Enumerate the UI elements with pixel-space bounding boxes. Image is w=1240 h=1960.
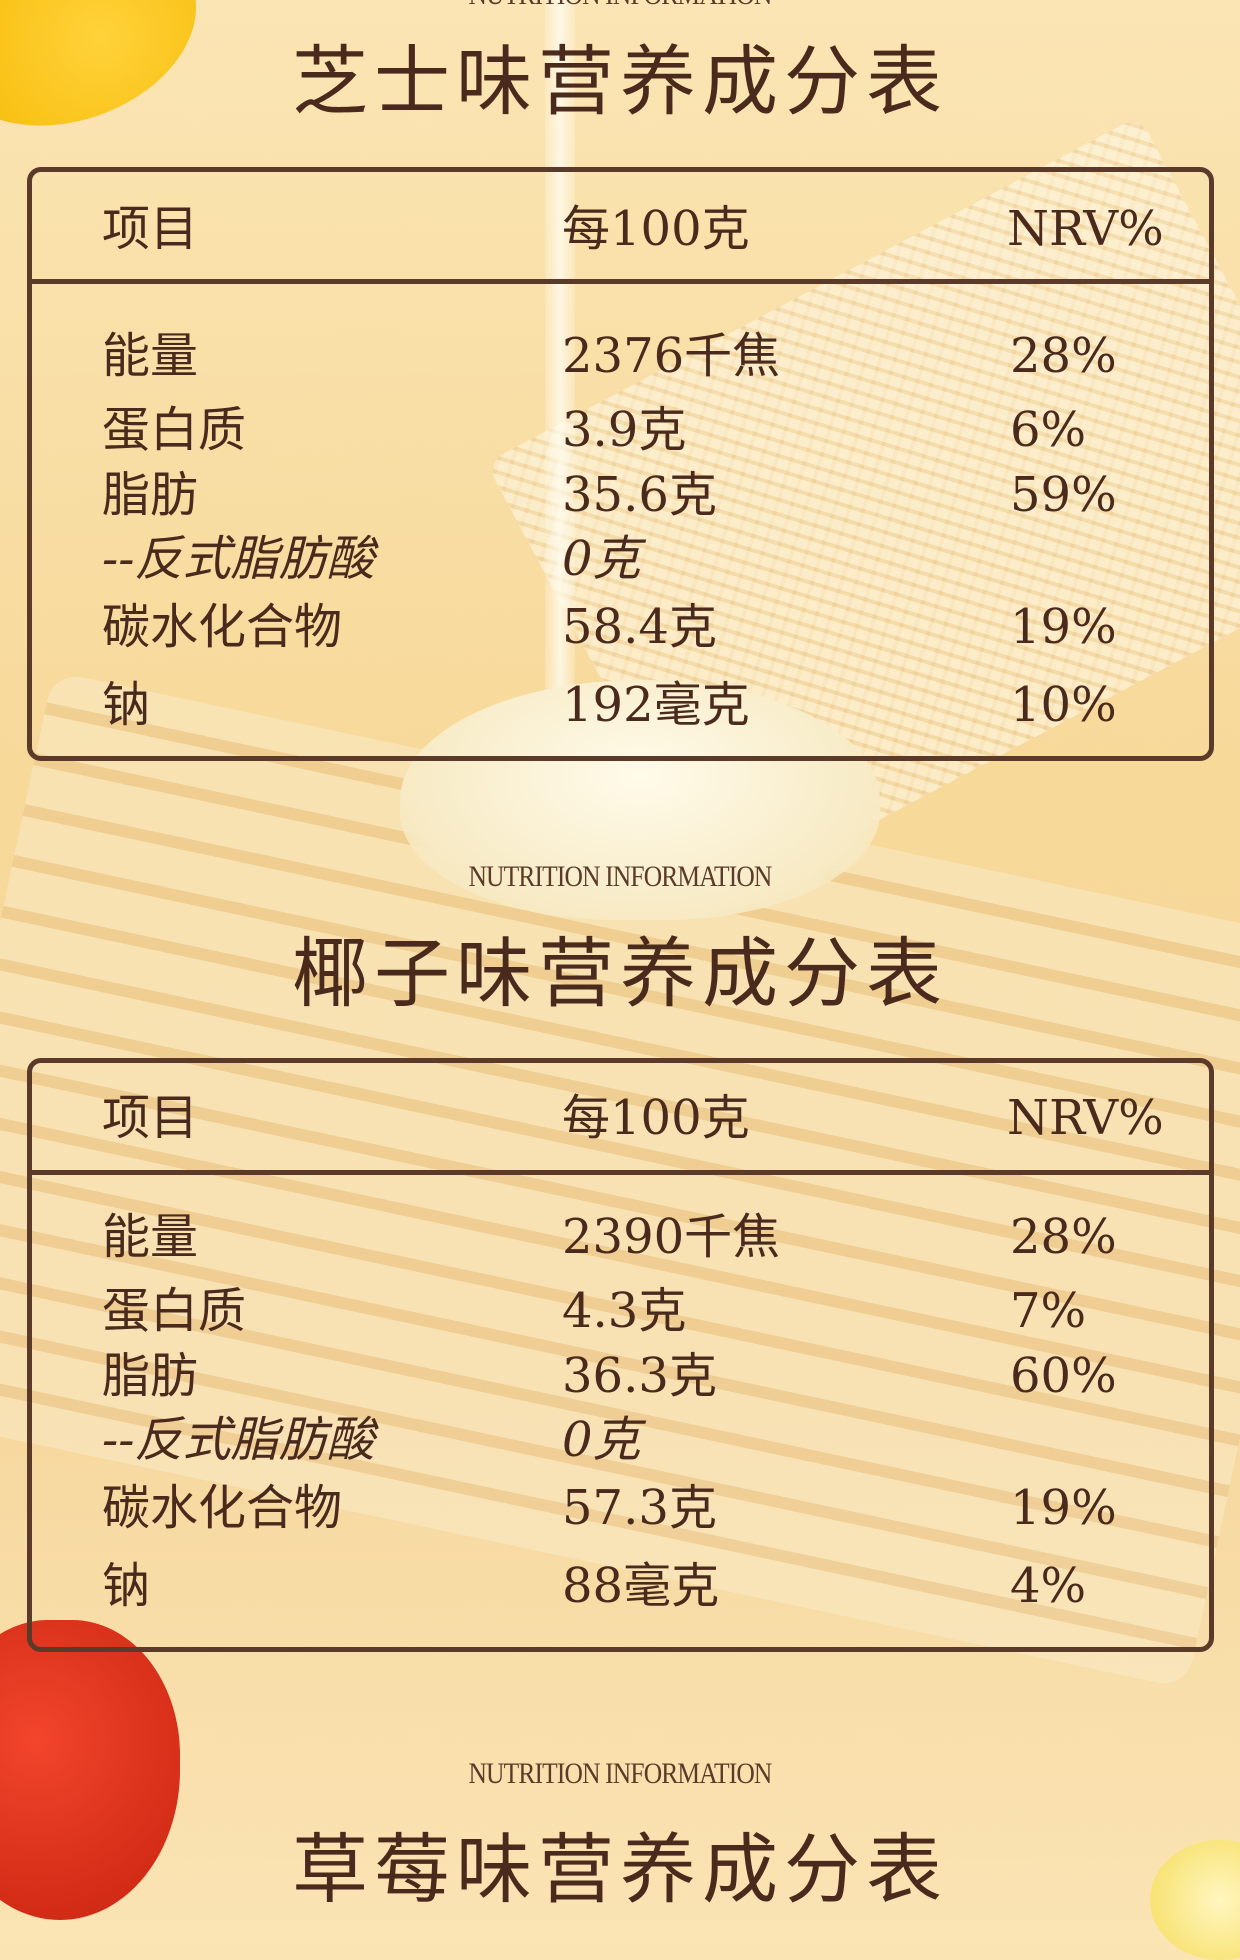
- header-nrv: NRV%: [1007, 1090, 1164, 1146]
- amount-per-100g: 58.4克: [562, 599, 717, 655]
- amount-per-100g: 0克: [562, 531, 641, 587]
- nutrient-name: --反式脂肪酸: [102, 1412, 375, 1468]
- nutrient-name: 脂肪: [102, 1348, 199, 1404]
- amount-per-100g: 4.3克: [562, 1283, 687, 1339]
- section-subtitle: NUTRITION INFORMATION: [93, 0, 1147, 12]
- nrv-percent: 6%: [1010, 402, 1087, 458]
- amount-per-100g: 2376千焦: [562, 328, 781, 384]
- section-title: 芝士味营养成分表: [292, 37, 948, 126]
- header-per100g: 每100克: [562, 1090, 750, 1146]
- nutrient-name: 蛋白质: [102, 1283, 247, 1339]
- nrv-percent: 60%: [1010, 1348, 1117, 1404]
- nrv-percent: 10%: [1010, 677, 1117, 733]
- nutrient-name: 能量: [102, 328, 199, 384]
- nrv-percent: 28%: [1010, 1209, 1117, 1265]
- section-title: 椰子味营养成分表: [292, 929, 948, 1018]
- nrv-percent: 28%: [1010, 328, 1117, 384]
- header-item: 项目: [102, 1090, 199, 1146]
- divider: [32, 1170, 1209, 1175]
- nutrition-table-cheese: 项目 每100克 NRV% 能量 2376千焦 28% 蛋白质 3.9克 6% 脂肪 35.6…: [27, 167, 1214, 761]
- nutrient-name: 钠: [102, 1558, 151, 1614]
- nrv-percent: 59%: [1010, 467, 1117, 523]
- nutrition-table-coconut: 项目 每100克 NRV% 能量 2390千焦 28% 蛋白质 4.3克 7% 脂肪 36.3…: [27, 1058, 1214, 1652]
- section-subtitle: NUTRITION INFORMATION: [468, 1757, 772, 1790]
- nutrient-name: 脂肪: [102, 467, 199, 523]
- nrv-percent: 19%: [1010, 1480, 1117, 1536]
- nrv-percent: 7%: [1010, 1283, 1087, 1339]
- section-title: 草莓味营养成分表: [292, 1825, 948, 1914]
- amount-per-100g: 3.9克: [562, 402, 687, 458]
- amount-per-100g: 192毫克: [562, 677, 750, 733]
- amount-per-100g: 57.3克: [562, 1480, 717, 1536]
- nutrient-name: 碳水化合物: [102, 599, 343, 655]
- nutrient-name: 能量: [102, 1209, 199, 1265]
- amount-per-100g: 36.3克: [562, 1348, 717, 1404]
- nutrient-name: 钠: [102, 677, 151, 733]
- header-per100g: 每100克: [562, 201, 750, 257]
- header-item: 项目: [102, 201, 199, 257]
- header-nrv: NRV%: [1007, 201, 1164, 257]
- nutrient-name: 碳水化合物: [102, 1480, 343, 1536]
- amount-per-100g: 2390千焦: [562, 1209, 781, 1265]
- divider: [32, 279, 1209, 284]
- amount-per-100g: 0克: [562, 1412, 641, 1468]
- nutrient-name: 蛋白质: [102, 402, 247, 458]
- section-subtitle: NUTRITION INFORMATION: [468, 860, 772, 893]
- nrv-percent: 19%: [1010, 599, 1117, 655]
- nrv-percent: 4%: [1010, 1558, 1087, 1614]
- amount-per-100g: 88毫克: [562, 1558, 720, 1614]
- nutrient-name: --反式脂肪酸: [102, 531, 375, 587]
- amount-per-100g: 35.6克: [562, 467, 717, 523]
